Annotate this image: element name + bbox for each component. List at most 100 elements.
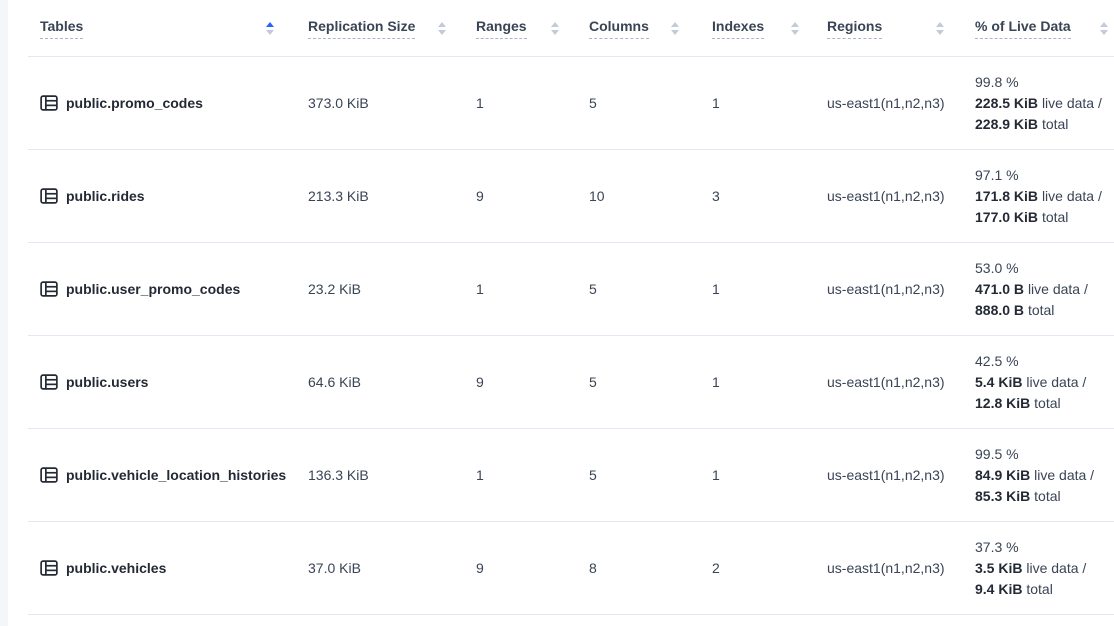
column-header-regions[interactable]: Regions [815,18,960,39]
cell-table-name: public.vehicle_location_histories [28,466,290,484]
cell-ranges: 1 [476,95,484,111]
page-left-gutter [0,0,8,626]
live-data-size: 228.5 KiB live data / [975,94,1102,111]
total-data-size: 228.9 KiB total [975,115,1069,132]
live-data-percent: 37.3 % [975,538,1019,555]
cell-regions: us-east1(n1,n2,n3) [827,374,945,390]
cell-table-name: public.users [28,373,290,391]
cell-ranges: 9 [476,188,484,204]
total-data-size: 85.3 KiB total [975,487,1061,504]
cell-live-data: 42.5 % 5.4 KiB live data / 12.8 KiB tota… [960,351,1114,414]
column-header-replication-size[interactable]: Replication Size [290,18,462,39]
cell-columns: 5 [589,374,597,390]
table-row: public.user_promo_codes 23.2 KiB 1 5 1 u… [28,243,1114,336]
cell-regions: us-east1(n1,n2,n3) [827,95,945,111]
cell-ranges: 9 [476,560,484,576]
tables-list-card: Tables Replication Size Ranges Columns I… [8,0,1114,615]
cell-columns: 5 [589,95,597,111]
table-row: public.users 64.6 KiB 9 5 1 us-east1(n1,… [28,336,1114,429]
cell-table-name: public.rides [28,187,290,205]
total-data-size: 888.0 B total [975,301,1055,318]
cell-columns: 5 [589,281,597,297]
live-data-size: 5.4 KiB live data / [975,373,1087,390]
column-header-label: Indexes [712,18,765,39]
table-name-link[interactable]: public.vehicle_location_histories [66,467,287,483]
cell-indexes: 1 [712,467,720,483]
live-data-size: 471.0 B live data / [975,280,1088,297]
column-header-columns[interactable]: Columns [575,18,695,39]
table-name-link[interactable]: public.users [66,374,149,390]
column-header-label: Columns [589,18,649,39]
table-icon [40,373,58,391]
cell-table-name: public.promo_codes [28,94,290,112]
live-data-percent: 99.5 % [975,445,1019,462]
cell-live-data: 99.8 % 228.5 KiB live data / 228.9 KiB t… [960,72,1114,135]
sort-icon[interactable] [671,21,679,35]
cell-columns: 8 [589,560,597,576]
table-row: public.vehicles 37.0 KiB 9 8 2 us-east1(… [28,522,1114,615]
table-row: public.vehicle_location_histories 136.3 … [28,429,1114,522]
cell-columns: 10 [589,188,605,204]
live-data-size: 3.5 KiB live data / [975,559,1087,576]
cell-ranges: 1 [476,281,484,297]
cell-replication-size: 213.3 KiB [308,188,369,204]
column-header-label: Regions [827,18,883,39]
cell-replication-size: 23.2 KiB [308,281,361,297]
cell-indexes: 3 [712,188,720,204]
live-data-percent: 42.5 % [975,352,1019,369]
table-row: public.promo_codes 373.0 KiB 1 5 1 us-ea… [28,57,1114,150]
cell-columns: 5 [589,467,597,483]
cell-indexes: 2 [712,560,720,576]
cell-ranges: 1 [476,467,484,483]
cell-table-name: public.user_promo_codes [28,280,290,298]
cell-replication-size: 64.6 KiB [308,374,361,390]
cell-regions: us-east1(n1,n2,n3) [827,560,945,576]
table-name-link[interactable]: public.user_promo_codes [66,281,241,297]
sort-icon[interactable] [438,21,446,35]
column-header-pct-live-data[interactable]: % of Live Data [960,18,1114,39]
table-name-link[interactable]: public.promo_codes [66,95,203,111]
column-header-ranges[interactable]: Ranges [462,18,575,39]
table-icon [40,94,58,112]
cell-live-data: 53.0 % 471.0 B live data / 888.0 B total [960,258,1114,321]
column-header-label: Tables [40,18,84,39]
cell-indexes: 1 [712,281,720,297]
table-icon [40,280,58,298]
cell-replication-size: 136.3 KiB [308,467,369,483]
live-data-percent: 53.0 % [975,259,1019,276]
cell-indexes: 1 [712,95,720,111]
cell-table-name: public.vehicles [28,559,290,577]
table-icon [40,559,58,577]
table-icon [40,187,58,205]
sort-icon[interactable] [266,21,274,35]
cell-regions: us-east1(n1,n2,n3) [827,188,945,204]
table-name-link[interactable]: public.vehicles [66,560,167,576]
column-header-label: Ranges [476,18,527,39]
cell-live-data: 97.1 % 171.8 KiB live data / 177.0 KiB t… [960,165,1114,228]
sort-icon[interactable] [551,21,559,35]
cell-live-data: 37.3 % 3.5 KiB live data / 9.4 KiB total [960,537,1114,600]
cell-indexes: 1 [712,374,720,390]
cell-replication-size: 373.0 KiB [308,95,369,111]
cell-live-data: 99.5 % 84.9 KiB live data / 85.3 KiB tot… [960,444,1114,507]
column-header-indexes[interactable]: Indexes [695,18,815,39]
total-data-size: 12.8 KiB total [975,394,1061,411]
table-header-row: Tables Replication Size Ranges Columns I… [28,0,1114,57]
live-data-size: 171.8 KiB live data / [975,187,1102,204]
live-data-percent: 99.8 % [975,73,1019,90]
column-header-label: % of Live Data [975,18,1071,39]
total-data-size: 177.0 KiB total [975,208,1069,225]
cell-ranges: 9 [476,374,484,390]
total-data-size: 9.4 KiB total [975,580,1053,597]
sort-icon[interactable] [791,21,799,35]
cell-regions: us-east1(n1,n2,n3) [827,281,945,297]
table-name-link[interactable]: public.rides [66,188,145,204]
column-header-tables[interactable]: Tables [28,18,290,39]
sort-icon[interactable] [1100,21,1108,35]
sort-icon[interactable] [936,21,944,35]
live-data-percent: 97.1 % [975,166,1019,183]
live-data-size: 84.9 KiB live data / [975,466,1095,483]
cell-regions: us-east1(n1,n2,n3) [827,467,945,483]
column-header-label: Replication Size [308,18,416,39]
table-row: public.rides 213.3 KiB 9 10 3 us-east1(n… [28,150,1114,243]
